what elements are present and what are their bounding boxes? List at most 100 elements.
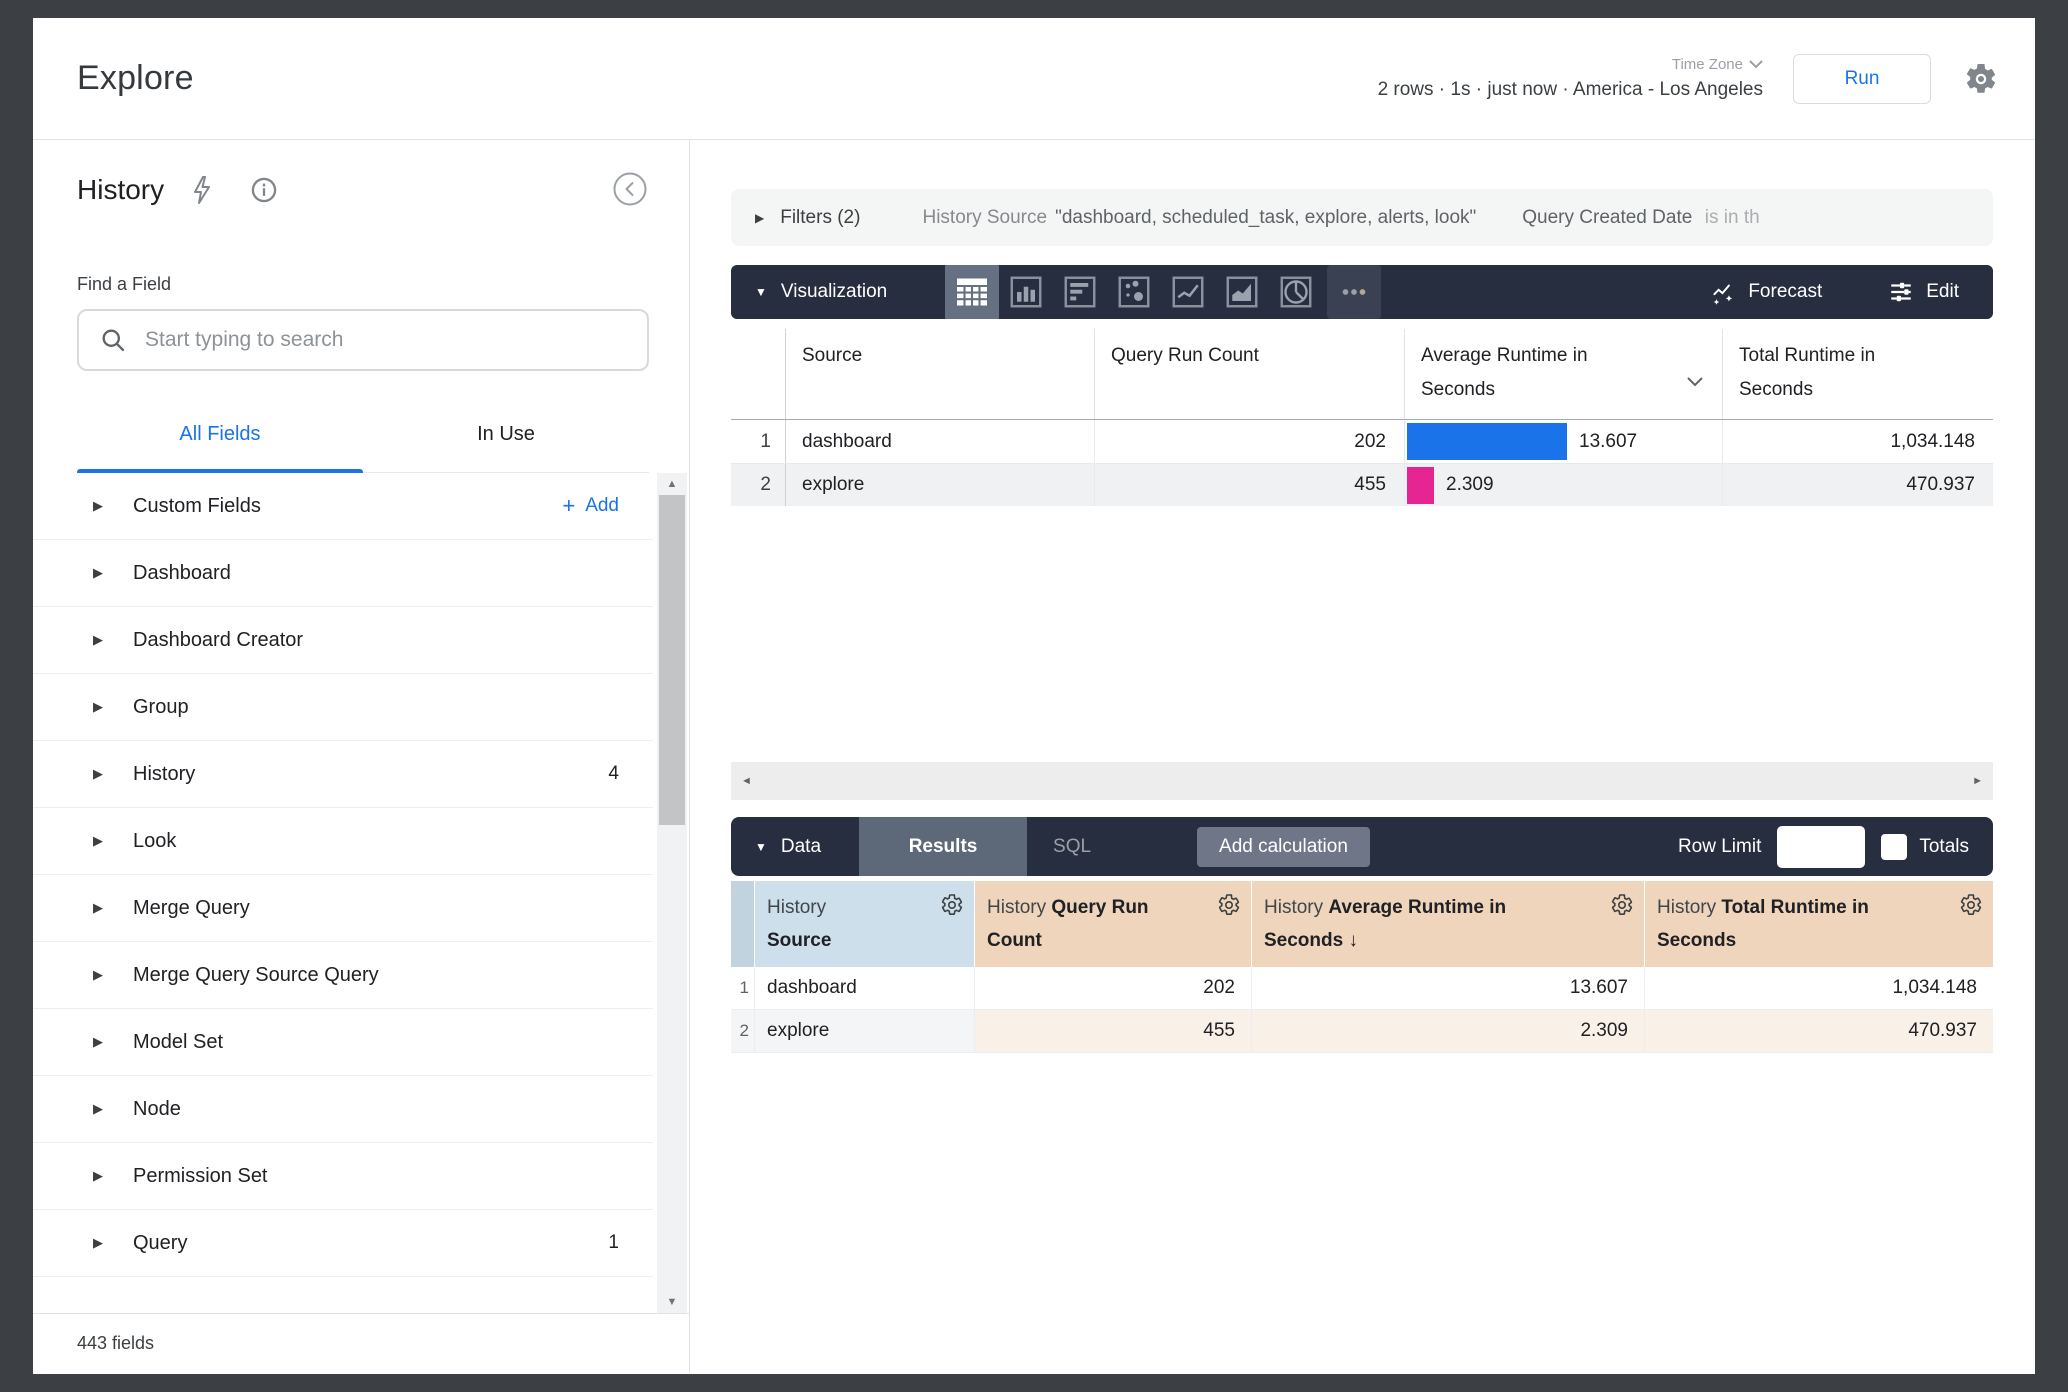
column-gear-icon[interactable] (940, 893, 964, 928)
expand-arrow-icon[interactable]: ▶ (93, 498, 103, 513)
expand-arrow-icon[interactable]: ▶ (93, 1168, 103, 1183)
forecast-button[interactable]: Forecast (1710, 279, 1822, 305)
cell-history-source[interactable]: explore (754, 1010, 974, 1052)
explore-name-title: History (77, 174, 165, 205)
sort-chevron-icon[interactable] (1686, 365, 1704, 399)
data-table-row[interactable]: 2 explore 455 2.309 470.937 (731, 1010, 1993, 1053)
sidebar-item-custom-fields[interactable]: ▶ Custom Fields + Add (33, 473, 653, 540)
filter-query-created-date[interactable]: Query Created Date is in th (1522, 206, 1760, 228)
table-vis-icon[interactable] (945, 265, 1000, 319)
cell-source: dashboard (802, 430, 892, 452)
sidebar-item-look[interactable]: ▶ Look (33, 808, 653, 875)
add-calculation-button[interactable]: Add calculation (1197, 826, 1370, 867)
data-results-table: History Source History Query Run Count H… (731, 881, 1993, 1053)
data-header-total-runtime[interactable]: History Total Runtime in Seconds (1644, 881, 1993, 967)
expand-arrow-icon[interactable]: ▶ (93, 1101, 103, 1116)
find-a-field-label: Find a Field (77, 274, 172, 294)
column-gear-icon[interactable] (1610, 893, 1634, 928)
sidebar-item-history[interactable]: ▶ History 4 (33, 741, 653, 808)
expand-arrow-icon[interactable]: ▶ (93, 967, 103, 982)
sidebar-item-group[interactable]: ▶ Group (33, 674, 653, 741)
cell-history-source[interactable]: dashboard (754, 967, 974, 1009)
vis-header-source[interactable]: Source (802, 345, 863, 366)
column-gear-icon[interactable] (1959, 893, 1983, 928)
data-header-history-source[interactable]: History Source (754, 881, 974, 967)
expand-arrow-icon[interactable]: ▶ (93, 1235, 103, 1250)
run-button[interactable]: Run (1793, 53, 1931, 104)
expand-arrow-icon[interactable]: ▶ (93, 766, 103, 781)
vis-header-average-runtime[interactable]: Average Runtime in Seconds (1404, 329, 1722, 419)
area-chart-vis-icon[interactable] (1215, 265, 1269, 319)
expand-arrow-icon[interactable]: ▶ (93, 632, 103, 647)
sidebar-item-node[interactable]: ▶ Node (33, 1076, 653, 1143)
visualization-collapse-icon[interactable]: ▼ (755, 285, 767, 299)
sidebar-item-dashboard-creator[interactable]: ▶ Dashboard Creator (33, 607, 653, 674)
data-panel-label[interactable]: Data (780, 835, 822, 857)
scroll-left-arrow-icon[interactable]: ◄ (741, 775, 752, 787)
filters-toggle-label[interactable]: Filters (2) (780, 206, 861, 228)
vis-table-row[interactable]: 1 dashboard 202 13.607 1,034.148 (731, 420, 1993, 463)
expand-arrow-icon[interactable]: ▶ (93, 833, 103, 848)
cell-query-run-count[interactable]: 455 (974, 1010, 1251, 1052)
cell-average-runtime[interactable]: 2.309 (1251, 1010, 1644, 1052)
expand-arrow-icon[interactable]: ▶ (93, 699, 103, 714)
horizontal-scrollbar[interactable]: ◄ ► (731, 762, 1993, 800)
edit-vis-button[interactable]: Edit (1888, 279, 1959, 305)
settings-gear-icon[interactable] (1963, 61, 1999, 97)
filter-history-source[interactable]: History Source "dashboard, scheduled_task… (922, 206, 1477, 228)
data-table-row[interactable]: 1 dashboard 202 13.607 1,034.148 (731, 967, 1993, 1010)
filters-expand-icon[interactable]: ▶ (755, 210, 765, 225)
column-gear-icon[interactable] (1217, 893, 1241, 928)
tab-results[interactable]: Results (859, 817, 1028, 876)
add-custom-field-button[interactable]: + Add (562, 493, 619, 518)
sidebar-item-permission-set[interactable]: ▶ Permission Set (33, 1143, 653, 1210)
sidebar-item-merge-query-source-query[interactable]: ▶ Merge Query Source Query (33, 942, 653, 1009)
vis-header-query-run-count[interactable]: Query Run Count (1094, 329, 1404, 419)
scatter-vis-icon[interactable] (1107, 265, 1161, 319)
sidebar-item-query[interactable]: ▶ Query 1 (33, 1210, 653, 1277)
lightning-bolt-icon[interactable] (190, 175, 214, 205)
expand-arrow-icon[interactable]: ▶ (93, 1034, 103, 1049)
sidebar-item-merge-query[interactable]: ▶ Merge Query (33, 875, 653, 942)
info-icon[interactable] (250, 176, 278, 204)
sidebar-item-dashboard[interactable]: ▶ Dashboard (33, 540, 653, 607)
forecast-sparkle-icon (1713, 284, 1733, 305)
pie-chart-vis-icon[interactable] (1269, 265, 1323, 319)
column-chart-vis-icon[interactable] (999, 265, 1053, 319)
line-chart-vis-icon[interactable] (1161, 265, 1215, 319)
cell-total-runtime[interactable]: 1,034.148 (1644, 967, 1993, 1009)
tab-sql[interactable]: SQL (1053, 835, 1092, 857)
vis-table-row[interactable]: 2 explore 455 2.309 470.937 (731, 463, 1993, 506)
search-input[interactable] (145, 328, 627, 352)
collapse-panel-icon[interactable] (613, 172, 647, 211)
vis-header-total-runtime[interactable]: Total Runtime in Seconds (1722, 329, 1993, 419)
expand-arrow-icon[interactable]: ▶ (93, 900, 103, 915)
scrollbar-thumb[interactable] (659, 495, 685, 825)
inline-bar (1407, 466, 1434, 504)
row-limit-input[interactable] (1777, 825, 1866, 868)
data-collapse-icon[interactable]: ▼ (755, 839, 767, 854)
row-limit-label: Row Limit (1677, 835, 1762, 857)
data-header-query-run-count[interactable]: History Query Run Count (974, 881, 1251, 967)
cell-query-run-count[interactable]: 202 (974, 967, 1251, 1009)
cell-average-runtime[interactable]: 13.607 (1251, 967, 1644, 1009)
field-search-box[interactable] (77, 309, 649, 371)
scroll-right-arrow-icon[interactable]: ► (1972, 775, 1983, 787)
topbar-right: Time Zone 2 rows · 1s · just now · Ameri… (1378, 53, 1999, 104)
scroll-down-arrow-icon[interactable]: ▼ (666, 1296, 678, 1308)
visualization-label[interactable]: Visualization (780, 281, 888, 302)
scroll-up-arrow-icon[interactable]: ▲ (666, 478, 678, 490)
timezone-dropdown[interactable]: Time Zone (1672, 56, 1763, 73)
more-vis-types-icon[interactable] (1327, 265, 1382, 319)
filters-bar[interactable]: ▶ Filters (2) History Source "dashboard, … (731, 189, 1993, 246)
data-header-average-runtime[interactable]: History Average Runtime in Seconds ↓ (1251, 881, 1644, 967)
tab-all-fields[interactable]: All Fields (179, 423, 261, 445)
tune-sliders-icon (1891, 282, 1911, 302)
bar-chart-vis-icon[interactable] (1053, 265, 1107, 319)
expand-arrow-icon[interactable]: ▶ (93, 565, 103, 580)
tab-in-use[interactable]: In Use (477, 423, 535, 445)
totals-checkbox[interactable] (1881, 833, 1908, 860)
cell-total-runtime[interactable]: 470.937 (1644, 1010, 1993, 1052)
sidebar-item-model-set[interactable]: ▶ Model Set (33, 1009, 653, 1076)
sidebar-scrollbar[interactable]: ▲ ▼ (657, 473, 687, 1313)
